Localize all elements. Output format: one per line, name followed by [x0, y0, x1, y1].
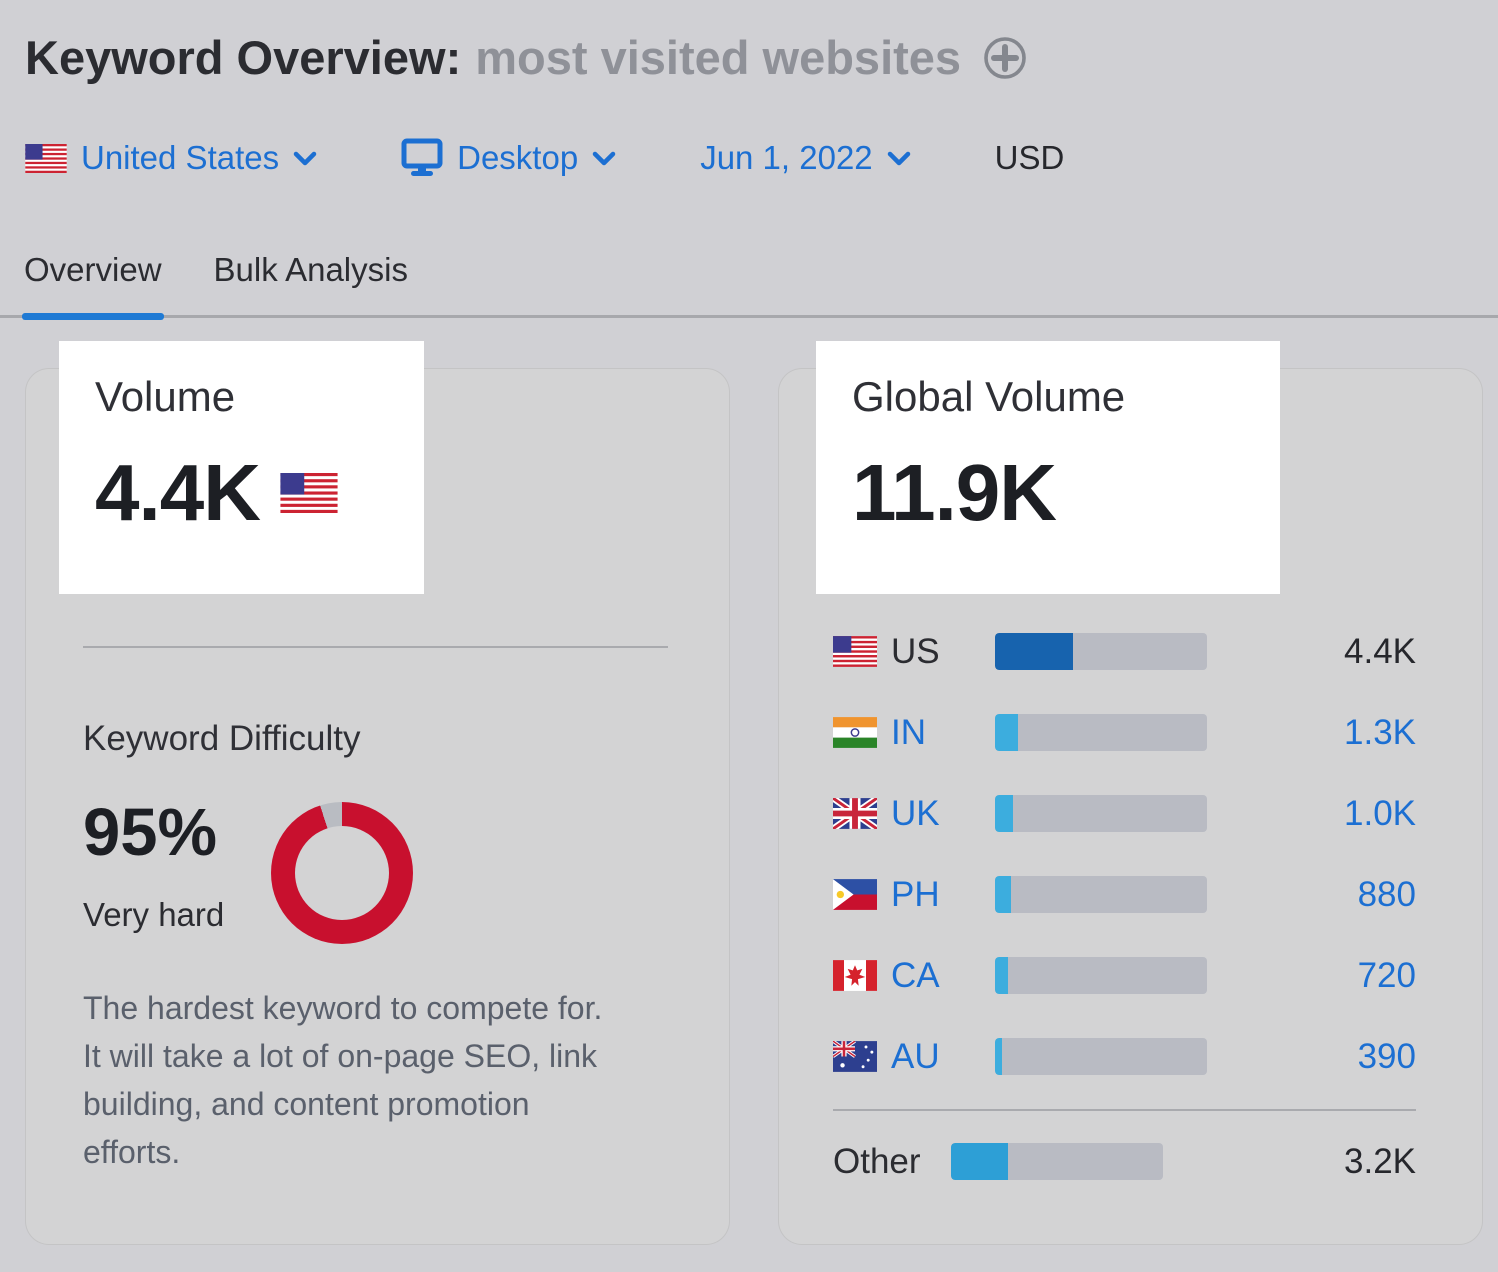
- currency-indicator: USD: [995, 139, 1065, 177]
- card-divider: [83, 646, 668, 648]
- volume-bar: [995, 714, 1207, 751]
- page-title-prefix: Keyword Overview:: [25, 31, 462, 84]
- volume-spotlight: Volume 4.4K: [59, 341, 424, 594]
- country-volume[interactable]: 720: [1357, 955, 1416, 995]
- country-volume: 4.4K: [1344, 631, 1416, 671]
- global-volume-card: Global Volume 11.9K US: [778, 341, 1483, 1245]
- chevron-down-icon: [887, 151, 910, 165]
- keyword-difficulty-label: Very hard: [83, 896, 225, 933]
- volume-card: Volume 4.4K Keyword Difficulty 95% Very: [25, 341, 730, 1245]
- volume-bar: [995, 957, 1207, 994]
- date-selector-label: Jun 1, 2022: [700, 139, 873, 176]
- volume-bar-fill: [995, 714, 1019, 751]
- volume-bar: [951, 1143, 1163, 1180]
- volume-title: Volume: [95, 373, 236, 420]
- country-volume[interactable]: 1.0K: [1344, 793, 1416, 833]
- plus-circle-icon[interactable]: [981, 34, 1029, 82]
- volume-bar-fill: [995, 795, 1013, 832]
- uk-flag-icon: [833, 798, 877, 829]
- keyword-difficulty-value: 95%: [83, 795, 218, 870]
- country-row-us: US 4.4K: [833, 611, 1416, 692]
- keyword-difficulty-title: Keyword Difficulty: [83, 719, 361, 758]
- country-code[interactable]: AU: [891, 1036, 940, 1076]
- country-row-ca: CA 720: [833, 935, 1416, 1016]
- volume-bar-fill: [995, 957, 1008, 994]
- other-label: Other: [833, 1141, 921, 1181]
- philippines-flag-icon: [833, 879, 877, 910]
- tab-bar: Overview Bulk Analysis: [0, 250, 1498, 320]
- country-row-other: Other 3.2K: [833, 1121, 1416, 1202]
- desktop-monitor-icon: [401, 138, 443, 176]
- volume-bar: [995, 795, 1207, 832]
- country-volume[interactable]: 1.3K: [1344, 712, 1416, 752]
- country-code[interactable]: CA: [891, 955, 940, 995]
- currency-label: USD: [994, 139, 1065, 176]
- us-flag-icon: [25, 143, 67, 173]
- chevron-down-icon: [592, 151, 616, 165]
- keyword-difficulty-description: The hardest keyword to compete for. It w…: [83, 990, 603, 1170]
- country-code[interactable]: IN: [891, 712, 926, 752]
- global-volume-value: 11.9K: [852, 448, 1057, 537]
- global-volume-title: Global Volume: [852, 373, 1126, 420]
- tab-bulk-analysis-label: Bulk Analysis: [213, 251, 408, 288]
- donut-hole: [295, 826, 389, 920]
- country-volume[interactable]: 390: [1357, 1036, 1416, 1076]
- volume-bar-fill: [995, 633, 1074, 670]
- page-title-keyword: most visited websites: [475, 31, 962, 84]
- device-selector-label: Desktop: [457, 139, 579, 176]
- country-code[interactable]: PH: [891, 874, 940, 914]
- country-code: US: [891, 631, 940, 671]
- difficulty-donut-chart: [271, 802, 413, 944]
- other-volume: 3.2K: [1344, 1141, 1416, 1181]
- volume-bar: [995, 633, 1207, 670]
- date-selector[interactable]: Jun 1, 2022: [700, 139, 910, 177]
- list-divider: [833, 1109, 1416, 1111]
- page-title: Keyword Overview: most visited websites: [25, 30, 1029, 85]
- country-volume-list: US 4.4K IN 1.3K: [833, 611, 1416, 1202]
- volume-bar: [995, 1038, 1207, 1075]
- volume-bar-fill: [951, 1143, 1008, 1180]
- filter-bar: United States Desktop Jun 1, 2022 USD: [25, 133, 1064, 183]
- country-volume[interactable]: 880: [1357, 874, 1416, 914]
- country-code[interactable]: UK: [891, 793, 940, 833]
- country-row-uk: UK 1.0K: [833, 773, 1416, 854]
- tab-overview-label: Overview: [24, 251, 162, 288]
- global-volume-spotlight: Global Volume 11.9K: [816, 341, 1280, 594]
- device-selector[interactable]: Desktop: [401, 138, 616, 178]
- volume-value: 4.4K: [95, 448, 261, 537]
- canada-flag-icon: [833, 960, 877, 991]
- country-selector-label: United States: [81, 139, 280, 176]
- volume-bar: [995, 876, 1207, 913]
- india-flag-icon: [833, 717, 877, 748]
- us-flag-icon: [833, 636, 877, 667]
- tab-bulk-analysis[interactable]: Bulk Analysis: [212, 250, 410, 315]
- country-row-ph: PH 880: [833, 854, 1416, 935]
- volume-bar-fill: [995, 876, 1011, 913]
- active-tab-underline: [22, 313, 164, 320]
- country-selector[interactable]: United States: [25, 139, 317, 177]
- tab-overview[interactable]: Overview: [22, 250, 164, 320]
- country-row-in: IN 1.3K: [833, 692, 1416, 773]
- us-flag-icon: [280, 473, 338, 513]
- australia-flag-icon: [833, 1041, 877, 1072]
- volume-bar-fill: [995, 1038, 1002, 1075]
- country-row-au: AU 390: [833, 1016, 1416, 1097]
- chevron-down-icon: [293, 151, 317, 165]
